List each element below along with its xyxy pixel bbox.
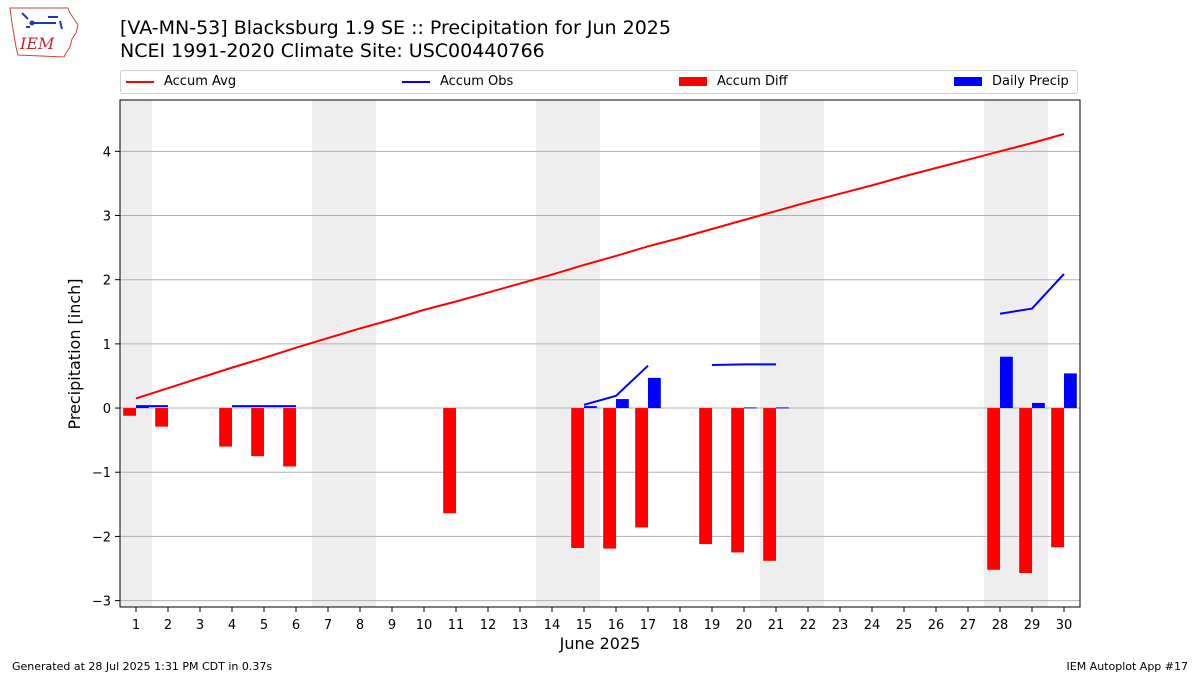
accum-diff-bar [219, 408, 232, 447]
x-tick-label: 23 [832, 618, 849, 633]
accum-diff-bar [571, 408, 584, 548]
x-tick-label: 15 [576, 618, 593, 633]
daily-precip-bar [1032, 402, 1045, 409]
x-tick-label: 28 [992, 618, 1009, 633]
y-tick-label: 3 [103, 210, 111, 225]
plot-frame [119, 99, 1081, 608]
y-tick-label: 1 [103, 338, 111, 353]
x-tick-label: 12 [480, 618, 497, 633]
x-tick-label: 13 [512, 618, 529, 633]
daily-precip-bar [1000, 356, 1013, 409]
legend-item-accum-avg: Accum Avg [126, 74, 236, 89]
accum-diff-bar [1051, 408, 1064, 548]
legend-label: Daily Precip [992, 74, 1069, 89]
accum-diff-bar [635, 408, 648, 528]
app-credit: IEM Autoplot App #17 [1066, 660, 1189, 673]
y-tick-label: −3 [92, 595, 111, 610]
x-tick-label: 22 [800, 618, 817, 633]
legend-swatch [126, 80, 154, 83]
y-tick-label: −2 [92, 530, 111, 545]
x-tick-label: 7 [324, 618, 332, 633]
legend-label: Accum Avg [164, 74, 237, 89]
iem-logo: IEM [9, 7, 79, 58]
accum-diff-bar [763, 408, 776, 561]
legend-swatch [954, 77, 982, 86]
daily-precip-bar [776, 407, 789, 409]
accum-obs-line [583, 364, 649, 406]
daily-precip-bar [616, 399, 629, 409]
legend-label: Accum Diff [717, 74, 788, 89]
x-tick-label: 29 [1024, 618, 1041, 633]
x-tick-label: 19 [704, 618, 721, 633]
iowa-outline-icon [9, 7, 79, 58]
accum-diff-bar [123, 408, 136, 416]
accum-diff-bar [603, 408, 616, 549]
generated-timestamp: Generated at 28 Jul 2025 1:31 PM CDT in … [12, 660, 273, 673]
accum-diff-bar [1019, 408, 1032, 573]
x-tick-label: 5 [260, 618, 268, 633]
x-tick-label: 30 [1056, 618, 1073, 633]
x-tick-label: 2 [164, 618, 172, 633]
accum-diff-bar [699, 408, 712, 545]
x-tick-label: 17 [640, 618, 657, 633]
x-tick-label: 6 [292, 618, 300, 633]
daily-precip-bar [1064, 373, 1077, 409]
x-tick-label: 4 [228, 618, 236, 633]
chart-subtitle: NCEI 1991-2020 Climate Site: USC00440766 [120, 40, 545, 62]
legend: Accum Avg Accum Obs Accum Diff Daily Pre… [120, 70, 1078, 94]
daily-precip-bar [648, 377, 661, 409]
y-tick-label: 0 [103, 402, 111, 417]
weekend-band [120, 100, 152, 607]
accum-diff-bar [987, 408, 1000, 570]
x-tick-label: 3 [196, 618, 204, 633]
line-layer [135, 133, 1065, 408]
x-tick-label: 8 [356, 618, 364, 633]
x-tick-label: 18 [672, 618, 689, 633]
accum-diff-bar [251, 408, 264, 457]
x-tick-label: 27 [960, 618, 977, 633]
weekend-band [536, 100, 600, 607]
legend-swatch [402, 80, 430, 83]
x-tick-label: 9 [388, 618, 396, 633]
y-axis-label: Precipitation [inch] [65, 278, 84, 429]
accum-obs-line [711, 363, 776, 367]
accum-diff-bar [731, 408, 744, 553]
accum-diff-bar [155, 408, 168, 427]
x-tick-label: 11 [448, 618, 465, 633]
legend-item-daily-precip: Daily Precip [954, 74, 1069, 89]
daily-precip-bar [584, 406, 597, 409]
x-tick-label: 26 [928, 618, 945, 633]
accum-avg-line [135, 133, 1065, 400]
x-tick-label: 25 [896, 618, 913, 633]
y-tick-label: −1 [92, 466, 111, 481]
accum-obs-line [999, 273, 1065, 315]
chart-title: [VA-MN-53] Blacksburg 1.9 SE :: Precipit… [120, 17, 671, 39]
x-tick-label: 14 [544, 618, 561, 633]
gridline-layer [120, 150, 1080, 602]
legend-swatch [679, 77, 707, 86]
y-tick-label: 2 [103, 274, 111, 289]
weekend-band [312, 100, 376, 607]
x-tick-label: 1 [132, 618, 140, 633]
bar-layer [123, 356, 1077, 573]
logo-text: IEM [19, 34, 55, 53]
accum-diff-bar [283, 408, 296, 467]
x-tick-label: 21 [768, 618, 785, 633]
accum-diff-bar [443, 408, 456, 514]
legend-item-accum-diff: Accum Diff [679, 74, 788, 89]
x-tick-label: 16 [608, 618, 625, 633]
legend-item-accum-obs: Accum Obs [402, 74, 513, 89]
daily-precip-bar [744, 407, 757, 409]
x-axis-label: June 2025 [559, 634, 641, 653]
x-tick-label: 20 [736, 618, 753, 633]
station-dot-icon [29, 20, 35, 26]
legend-label: Accum Obs [440, 74, 514, 89]
x-tick-label: 10 [416, 618, 433, 633]
x-tick-label: 24 [864, 618, 881, 633]
y-tick-label: 4 [103, 145, 111, 160]
weather-symbols-icon [21, 12, 63, 30]
